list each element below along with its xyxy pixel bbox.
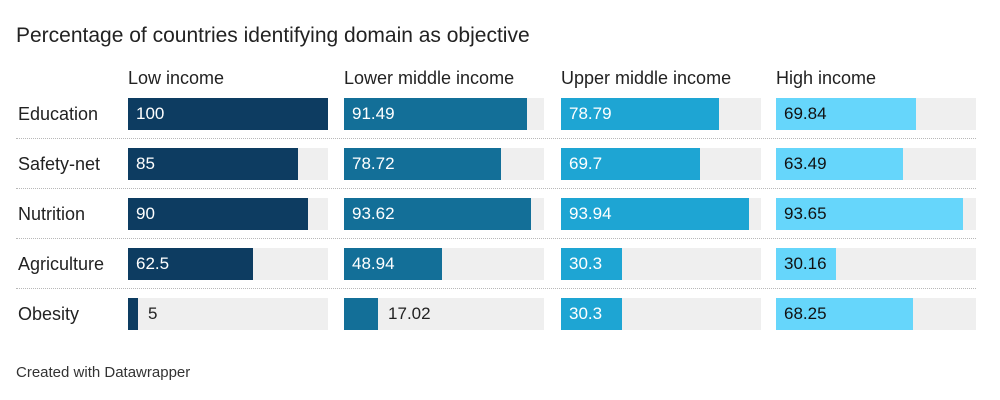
bar-agriculture-upper-middle-income	[561, 248, 622, 280]
bar-track: 93.62	[344, 198, 544, 230]
bar-track: 30.3	[561, 298, 761, 330]
bar-track: 93.94	[561, 198, 761, 230]
bar-safety-net-high-income	[776, 148, 903, 180]
bar-nutrition-lower-middle-income	[344, 198, 532, 230]
bar-track: 93.65	[776, 198, 976, 230]
data-label: 68.25	[784, 304, 827, 323]
bar-track: 90	[128, 198, 328, 230]
bar-obesity-high-income	[776, 298, 913, 330]
data-label: 69.7	[569, 154, 603, 173]
bar-education-low-income	[128, 98, 328, 130]
bar-track: 85	[128, 148, 328, 180]
bar-track: 69.84	[776, 98, 976, 130]
row-separator	[16, 138, 976, 139]
data-label: 48.94	[352, 254, 395, 273]
data-label: 30.16	[784, 254, 827, 273]
column-header-high-income: High income	[776, 68, 877, 88]
bar-education-lower-middle-income	[344, 98, 527, 130]
data-label: 93.62	[352, 204, 395, 223]
bar-obesity-upper-middle-income	[561, 298, 622, 330]
bar-obesity-low-income	[128, 298, 138, 330]
data-label: 85	[136, 154, 155, 173]
data-label: 17.02	[388, 304, 431, 323]
data-label: 93.65	[784, 204, 827, 223]
bar-safety-net-low-income	[128, 148, 298, 180]
bar-nutrition-upper-middle-income	[561, 198, 749, 230]
bar-nutrition-high-income	[776, 198, 964, 230]
bar-agriculture-lower-middle-income	[344, 248, 442, 280]
row-label-nutrition: Nutrition	[18, 204, 86, 224]
data-label: 78.79	[569, 104, 612, 123]
bar-agriculture-low-income	[128, 248, 253, 280]
bar-track: 100	[128, 98, 328, 130]
bar-track: 30.3	[561, 248, 761, 280]
data-label: 69.84	[784, 104, 827, 123]
bar-track: 17.02	[344, 298, 544, 330]
bar-track: 63.49	[776, 148, 976, 180]
data-label: 30.3	[569, 304, 603, 323]
row-label-safety-net: Safety-net	[18, 154, 101, 174]
bar-track: 30.16	[776, 248, 976, 280]
column-header-low-income: Low income	[128, 68, 225, 88]
data-label: 63.49	[784, 154, 827, 173]
bar-track: 78.72	[344, 148, 544, 180]
data-label: 93.94	[569, 204, 612, 223]
bar-track: 62.5	[128, 248, 328, 280]
row-label-agriculture: Agriculture	[18, 254, 105, 274]
bar-safety-net-lower-middle-income	[344, 148, 502, 180]
row-label-obesity: Obesity	[18, 304, 80, 324]
chart-title: Percentage of countries identifying doma…	[16, 24, 530, 47]
row-separator	[16, 288, 976, 289]
bar-education-high-income	[776, 98, 916, 130]
bar-track: 48.94	[344, 248, 544, 280]
bar-track: 91.49	[344, 98, 544, 130]
bar-track: 69.7	[561, 148, 761, 180]
bar-agriculture-high-income	[776, 248, 837, 280]
credit-footer: Created with Datawrapper	[16, 364, 191, 381]
bar-track: 68.25	[776, 298, 976, 330]
data-label: 78.72	[352, 154, 395, 173]
column-header-upper-middle-income: Upper middle income	[561, 68, 732, 88]
column-header-lower-middle-income: Lower middle income	[344, 68, 515, 88]
data-label: 90	[136, 204, 155, 223]
bar-safety-net-upper-middle-income	[561, 148, 701, 180]
row-label-education: Education	[18, 104, 99, 124]
data-label: 62.5	[136, 254, 170, 273]
bar-obesity-lower-middle-income	[344, 298, 379, 330]
data-label: 5	[148, 304, 158, 323]
bar-track: 78.79	[561, 98, 761, 130]
bar-education-upper-middle-income	[561, 98, 719, 130]
bar-track: 5	[128, 298, 328, 330]
data-label: 30.3	[569, 254, 603, 273]
bar-nutrition-low-income	[128, 198, 308, 230]
data-label: 91.49	[352, 104, 395, 123]
row-separator	[16, 188, 976, 189]
data-label: 100	[136, 104, 165, 123]
row-separator	[16, 238, 976, 239]
